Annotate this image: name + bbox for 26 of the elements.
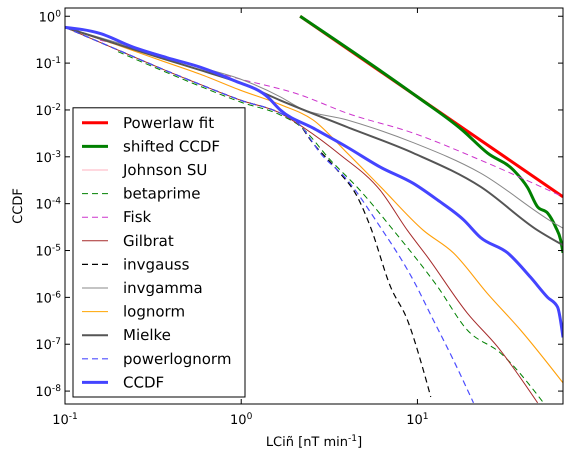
y-tick-label: 10$^{0}$: [38, 9, 62, 26]
legend-label: lognorm: [123, 302, 186, 321]
x-axis-title: LCiñ [nT min$^{-1}$]: [266, 434, 362, 450]
legend-label: invgauss: [123, 255, 190, 274]
legend-label: Fisk: [123, 208, 152, 226]
x-tick-label: 10$^{0}$: [230, 412, 253, 428]
y-tick-label: 10$^{-5}$: [35, 244, 61, 260]
y-tick-label: 10$^{-6}$: [35, 290, 62, 306]
y-tick-label: 10$^{-4}$: [35, 196, 62, 213]
legend-label: Mielke: [123, 326, 171, 344]
legend-label: Gilbrat: [123, 232, 174, 250]
y-axis-title: CCDF: [11, 188, 26, 224]
y-tick-label: 10$^{-8}$: [35, 384, 62, 400]
y-tick-label: 10$^{-1}$: [35, 56, 61, 72]
legend-label: CCDF: [123, 373, 164, 392]
y-tick-label: 10$^{-3}$: [35, 150, 62, 166]
x-tick-label: 10$^{1}$: [406, 412, 429, 428]
y-tick-label: 10$^{-7}$: [35, 337, 62, 354]
legend-label: shifted CCDF: [123, 137, 220, 156]
x-tick-label: 10$^{-1}$: [52, 412, 78, 428]
legend-label: Johnson SU: [122, 161, 208, 179]
legend-label: betaprime: [123, 184, 201, 203]
legend-label: powerlognorm: [123, 350, 232, 368]
legend-label: Powerlaw fit: [123, 114, 214, 132]
legend-label: invgamma: [123, 279, 203, 297]
y-tick-label: 10$^{-2}$: [35, 102, 61, 119]
